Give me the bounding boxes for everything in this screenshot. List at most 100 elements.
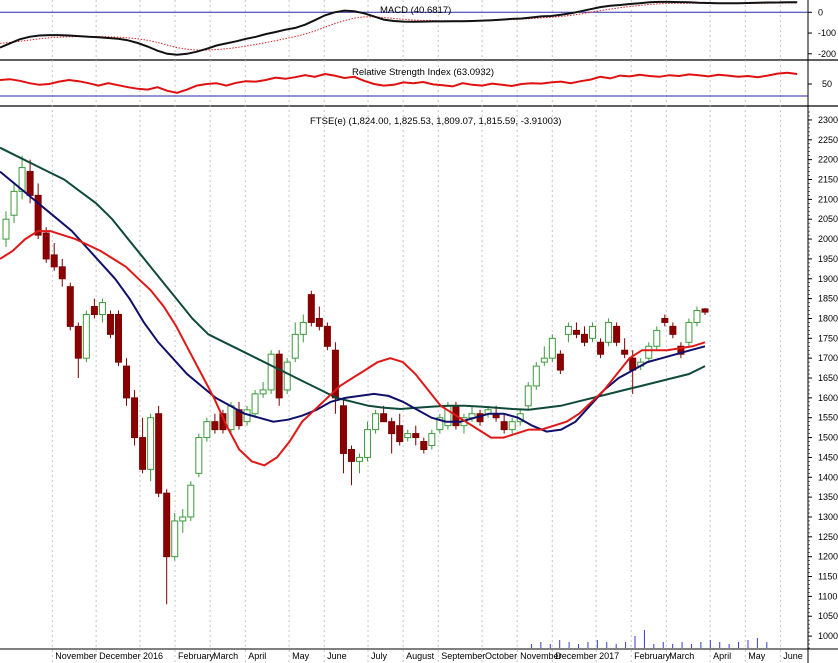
candle-body-down <box>500 421 508 431</box>
x-tick-label: May <box>292 651 310 661</box>
x-tick-label: June <box>783 651 803 661</box>
candlestick <box>396 413 404 446</box>
candlestick <box>283 358 291 394</box>
x-tick-label: August <box>406 651 435 661</box>
candlestick <box>460 413 468 434</box>
x-tick-label: 2017 <box>599 651 619 661</box>
candlestick <box>580 326 588 347</box>
candlestick <box>195 433 203 478</box>
candle-body-up <box>508 421 516 431</box>
candlestick <box>500 413 508 434</box>
candle-body-down <box>396 425 404 443</box>
price-pane <box>0 146 768 648</box>
price-tick-label: 1400 <box>818 472 838 482</box>
moving-average-long <box>0 146 706 411</box>
candle-body-up <box>259 389 267 395</box>
x-tick-label: July <box>371 651 388 661</box>
candlestick <box>661 314 669 327</box>
candlestick <box>564 322 572 343</box>
candle-body-down <box>669 325 677 335</box>
candle-body-up <box>532 365 540 387</box>
candlestick <box>259 381 267 398</box>
candlestick <box>548 334 556 363</box>
candle-body-down <box>163 492 171 558</box>
price-tick-label: 2000 <box>818 234 838 244</box>
candle-body-down <box>155 413 163 494</box>
candle-body-down <box>131 397 139 439</box>
candlestick <box>219 409 227 434</box>
candlestick <box>677 342 685 359</box>
macd-pane <box>0 0 808 56</box>
candle-body-down <box>380 413 388 423</box>
candlestick <box>18 155 26 200</box>
candlestick <box>114 310 122 367</box>
candlestick <box>404 429 412 442</box>
price-tick-label: 1150 <box>818 572 837 582</box>
candlestick <box>645 342 653 363</box>
candle-body-up <box>356 456 364 462</box>
candlestick <box>155 405 163 498</box>
candlestick <box>275 350 283 406</box>
candle-body-up <box>267 353 275 391</box>
price-tick-label: 1350 <box>818 492 838 502</box>
price-tick-label: 1450 <box>818 452 838 462</box>
candlestick <box>139 417 147 474</box>
candlestick <box>123 358 131 406</box>
candlestick <box>436 413 444 434</box>
candle-body-down <box>556 353 564 371</box>
candle-body-down <box>90 306 98 315</box>
candle-body-up <box>653 329 661 347</box>
x-tick-label: March <box>213 651 238 661</box>
candlestick <box>66 282 74 331</box>
candlestick <box>605 318 613 347</box>
x-tick-label: November <box>55 651 97 661</box>
axes: November December 2016 February March April Ma… <box>55 7 838 661</box>
candle-body-down <box>661 317 669 323</box>
candle-body-down <box>58 266 66 280</box>
candlestick <box>98 298 106 323</box>
price-tick-label: 1100 <box>818 591 837 601</box>
candlestick <box>347 445 355 486</box>
candle-body-down <box>701 308 709 313</box>
candle-body-up <box>645 345 653 359</box>
x-tick-label: February <box>634 651 671 661</box>
x-tick-label: December <box>99 651 141 661</box>
x-tick-label: December <box>555 651 597 661</box>
candle-body-up <box>589 325 597 339</box>
candlestick <box>532 362 540 390</box>
candlestick <box>307 290 315 327</box>
price-tick-label: 1700 <box>818 353 838 363</box>
candle-body-up <box>605 321 613 343</box>
candle-body-down <box>139 437 147 470</box>
candle-body-up <box>299 321 307 335</box>
candle-body-down <box>74 325 82 359</box>
candle-body-down <box>572 329 580 335</box>
candlestick <box>235 401 243 430</box>
candle-body-up <box>404 433 412 439</box>
candlestick <box>323 322 331 351</box>
candlestick <box>2 211 10 247</box>
candlestick <box>364 421 372 462</box>
rsi-title: Relative Strength Index (63.0932) <box>352 67 494 78</box>
candlestick <box>508 417 516 434</box>
candle-body-down <box>677 345 685 355</box>
candle-body-down <box>211 421 219 431</box>
candle-body-down <box>621 349 629 355</box>
candlestick <box>203 417 211 442</box>
candle-body-down <box>613 325 621 343</box>
candle-body-up <box>10 190 18 216</box>
candle-body-up <box>147 417 155 470</box>
candlestick <box>90 298 98 319</box>
candle-body-up <box>283 361 291 391</box>
candlestick <box>356 453 364 474</box>
macd-signal-line <box>0 2 798 51</box>
moving-average-medium <box>0 170 706 433</box>
candlestick <box>187 481 195 521</box>
candle-body-up <box>428 433 436 447</box>
candlestick <box>211 413 219 434</box>
candle-body-down <box>420 441 428 450</box>
candle-body-up <box>18 167 26 192</box>
candlestick <box>613 322 621 347</box>
